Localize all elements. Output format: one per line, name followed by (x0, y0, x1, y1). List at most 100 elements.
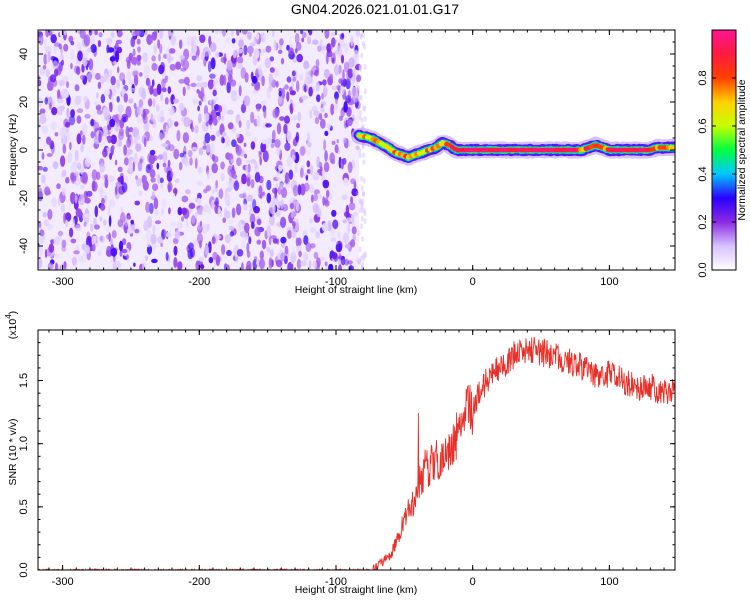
noise-blob (206, 223, 210, 231)
colorbar-tick-label: 0.8 (697, 70, 709, 85)
noise-blob (181, 207, 188, 215)
noise-blob (220, 161, 225, 170)
noise-blob (70, 62, 73, 70)
noise-blob (355, 30, 361, 37)
noise-blob (210, 42, 217, 53)
noise-blob (356, 85, 360, 91)
snr-frame (37, 329, 676, 571)
noise-blob (341, 32, 345, 39)
noise-blob (108, 69, 112, 78)
noise-blob (146, 242, 151, 248)
noise-blob (256, 239, 262, 245)
noise-blob (115, 186, 118, 196)
noise-blob (345, 95, 352, 104)
noise-blob (275, 259, 283, 268)
noise-blob (161, 87, 167, 93)
noise-blob (238, 85, 242, 97)
noise-blob (306, 141, 312, 148)
noise-blob (249, 213, 256, 224)
noise-blob (54, 132, 59, 137)
noise-blob (90, 131, 95, 139)
noise-blob (342, 232, 349, 244)
noise-blob (118, 113, 122, 121)
noise-blob (157, 236, 164, 244)
noise-blob (94, 30, 98, 36)
noise-blob (42, 211, 47, 218)
noise-blob (363, 88, 367, 95)
noise-blob (284, 172, 289, 184)
noise-blob (151, 258, 158, 264)
noise-blob (280, 199, 284, 210)
noise-blob (333, 64, 340, 76)
noise-blob (90, 118, 95, 127)
noise-blob (184, 161, 189, 167)
noise-blob (61, 239, 67, 248)
noise-blob (316, 156, 320, 168)
noise-blob (98, 131, 102, 143)
noise-blob (149, 149, 156, 156)
noise-blob (220, 172, 225, 182)
noise-blob (82, 134, 86, 145)
noise-blob (342, 219, 348, 224)
noise-blob (272, 238, 278, 244)
noise-blob (170, 35, 176, 46)
noise-blob (296, 80, 300, 92)
noise-blob (159, 109, 164, 117)
noise-blob (270, 143, 275, 149)
noise-blob (90, 44, 97, 53)
noise-blob (205, 185, 212, 192)
noise-blob (69, 192, 76, 204)
noise-blob (117, 219, 124, 228)
noise-blob (339, 85, 345, 96)
noise-blob (331, 252, 338, 259)
noise-blob (146, 244, 153, 255)
noise-blob (47, 209, 53, 220)
noise-blob (266, 225, 272, 238)
noise-blob (147, 98, 153, 107)
noise-blob (74, 224, 82, 231)
noise-blob (214, 96, 219, 102)
colorbar-tick-label: 0.4 (697, 166, 709, 181)
noise-blob (247, 172, 250, 177)
noise-blob (271, 129, 276, 141)
noise-blob (347, 161, 353, 174)
noise-blob (306, 160, 311, 168)
noise-blob (269, 214, 275, 226)
noise-blob (174, 121, 179, 127)
noise-blob (335, 243, 343, 253)
noise-blob (68, 115, 76, 126)
noise-blob (290, 211, 294, 219)
noise-blob (38, 34, 44, 46)
noise-blob (194, 211, 198, 219)
noise-blob (320, 107, 325, 113)
noise-blob (254, 82, 261, 91)
noise-blob (347, 68, 354, 79)
noise-blob (355, 191, 359, 196)
noise-blob (312, 39, 319, 45)
noise-blob (56, 106, 63, 116)
noise-blob (117, 139, 122, 148)
noise-blob (354, 49, 359, 58)
snr-x-label: Height of straight line (km) (295, 584, 418, 596)
noise-blob (156, 31, 161, 40)
noise-blob (73, 250, 80, 255)
noise-blob (49, 102, 52, 110)
noise-blob (266, 137, 272, 145)
noise-blob (360, 185, 364, 192)
noise-blob (102, 148, 108, 158)
noise-blob (177, 207, 183, 216)
noise-blob (227, 122, 234, 130)
noise-region (38, 30, 367, 270)
noise-blob (104, 88, 110, 96)
noise-blob (197, 192, 202, 200)
noise-blob (296, 30, 300, 33)
noise-blob (97, 250, 102, 257)
x-tick-label: -100 (325, 576, 347, 588)
noise-blob (305, 242, 312, 253)
noise-blob (132, 69, 139, 78)
noise-blob (351, 73, 356, 85)
noise-blob (137, 161, 143, 172)
noise-blob (344, 243, 351, 249)
noise-blob (211, 99, 214, 111)
